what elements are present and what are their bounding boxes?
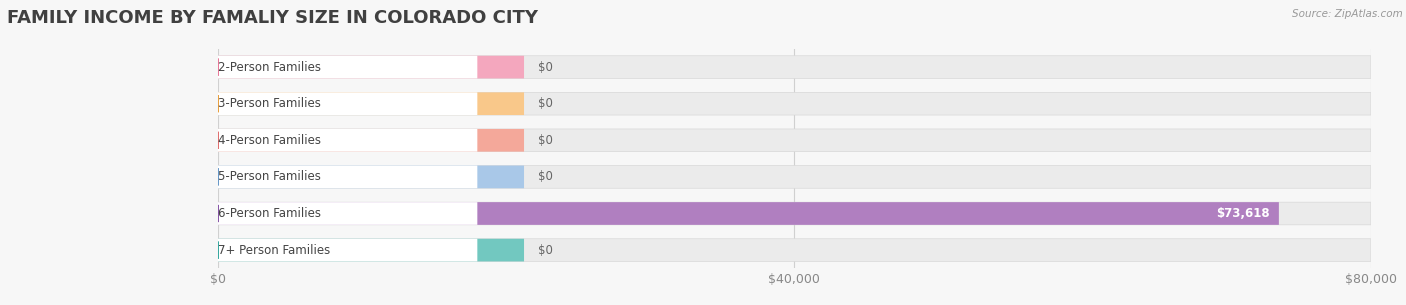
Text: $0: $0 [538,170,553,183]
FancyBboxPatch shape [218,129,478,152]
Text: $0: $0 [538,134,553,147]
Text: $0: $0 [538,61,553,74]
Text: 2-Person Families: 2-Person Families [218,61,321,74]
FancyBboxPatch shape [218,129,1371,152]
FancyBboxPatch shape [218,166,478,188]
FancyBboxPatch shape [218,166,524,188]
FancyBboxPatch shape [218,92,524,115]
Text: FAMILY INCOME BY FAMALIY SIZE IN COLORADO CITY: FAMILY INCOME BY FAMALIY SIZE IN COLORAD… [7,9,538,27]
Text: 4-Person Families: 4-Person Families [218,134,321,147]
Text: 6-Person Families: 6-Person Families [218,207,321,220]
FancyBboxPatch shape [218,202,1371,225]
Text: $0: $0 [538,97,553,110]
FancyBboxPatch shape [218,56,478,78]
FancyBboxPatch shape [218,56,524,78]
Text: Source: ZipAtlas.com: Source: ZipAtlas.com [1292,9,1403,19]
FancyBboxPatch shape [218,239,1371,261]
FancyBboxPatch shape [218,56,1371,78]
FancyBboxPatch shape [218,239,524,261]
FancyBboxPatch shape [218,239,478,261]
FancyBboxPatch shape [218,92,1371,115]
FancyBboxPatch shape [218,202,1279,225]
FancyBboxPatch shape [218,129,524,152]
FancyBboxPatch shape [218,92,478,115]
Text: 7+ Person Families: 7+ Person Families [218,244,330,257]
FancyBboxPatch shape [218,202,478,225]
Text: 5-Person Families: 5-Person Families [218,170,321,183]
Text: $73,618: $73,618 [1216,207,1270,220]
Text: $0: $0 [538,244,553,257]
FancyBboxPatch shape [218,166,1371,188]
Text: 3-Person Families: 3-Person Families [218,97,321,110]
